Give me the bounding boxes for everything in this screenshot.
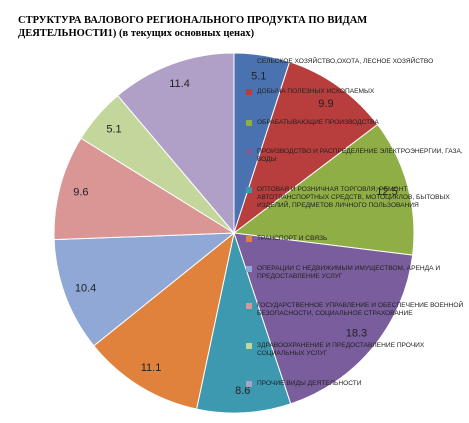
pie-slice xyxy=(195,231,292,414)
legend-swatch xyxy=(246,381,252,387)
legend-swatch xyxy=(246,59,252,65)
legend-label: ГОСУДАРСТВЕННОЕ УПРАВЛЕНИЕ И ОБЕСПЕЧЕНИЕ… xyxy=(257,302,464,317)
data-label: 9.9 xyxy=(318,98,333,110)
legend-label: ОБРАБАТЫВАЮЩИЕ ПРОИЗВОДСТВА xyxy=(257,119,379,126)
legend-swatch xyxy=(246,303,252,309)
legend-swatch xyxy=(246,343,252,349)
legend-label: ОПЕРАЦИИ С НЕДВИЖИМЫМ ИМУЩЕСТВОМ, АРЕНДА… xyxy=(257,265,441,280)
data-label: 10.4 xyxy=(75,282,96,294)
legend-entry: ДОБЫЧА ПОЛЕЗНЫХ ИСКОПАЕМЫХ xyxy=(246,88,467,96)
chart-title: СТРУКТУРА ВАЛОВОГО РЕГИОНАЛЬНОГО ПРОДУКТ… xyxy=(18,15,368,39)
pie-slice xyxy=(93,231,235,410)
legend-entry: ОБРАБАТЫВАЮЩИЕ ПРОИЗВОДСТВА xyxy=(246,119,467,127)
data-label: 9.6 xyxy=(73,186,88,198)
pie-slice xyxy=(53,232,236,347)
legend-swatch xyxy=(246,236,252,242)
legend-swatch xyxy=(246,149,252,155)
legend-entry: ЗДРАВООХРАНЕНИЕ И ПРЕДОСТАВЛЕНИЕ ПРОЧИХ … xyxy=(246,342,467,358)
legend-entry: ПРОИЗВОДСТВО И РАСПРЕДЕЛЕНИЕ ЭЛЕКТРОЭНЕР… xyxy=(246,148,467,164)
legend-label: ТРАНСПОРТ И СВЯЗЬ xyxy=(257,235,328,242)
data-label: 5.1 xyxy=(251,70,266,82)
legend-label: ЗДРАВООХРАНЕНИЕ И ПРЕДОСТАВЛЕНИЕ ПРОЧИХ … xyxy=(257,342,425,357)
legend-swatch xyxy=(246,187,252,193)
pie-slice xyxy=(233,232,414,405)
pie-slice xyxy=(53,137,236,241)
pie-slice xyxy=(117,52,235,235)
data-label: 11.1 xyxy=(141,362,162,374)
legend-swatch xyxy=(246,266,252,272)
legend-swatch xyxy=(246,120,252,126)
legend-label: ПРОИЗВОДСТВО И РАСПРЕДЕЛЕНИЕ ЭЛЕКТРОЭНЕР… xyxy=(257,148,463,163)
data-label: 5.1 xyxy=(106,123,121,135)
legend-label: СЕЛЬСКОЕ ХОЗЯЙСТВО,ОХОТА, ЛЕСНОЕ ХОЗЯЙСТ… xyxy=(257,58,434,65)
pie-slice xyxy=(232,123,415,256)
legend-entry: ПРОЧИЕ ВИДЫ ДЕЯТЕЛЬНОСТИ xyxy=(246,380,467,388)
pie-slice xyxy=(233,61,379,235)
legend-entry: ОПТОВАЯ И РОЗНИЧНАЯ ТОРГОВЛЯ; РЕМОНТ АВТ… xyxy=(246,186,467,210)
data-label: 18.3 xyxy=(346,327,367,339)
legend-label: ОПТОВАЯ И РОЗНИЧНАЯ ТОРГОВЛЯ; РЕМОНТ АВТ… xyxy=(257,186,450,209)
data-label: 12.5 xyxy=(376,186,397,198)
legend-entry: СЕЛЬСКОЕ ХОЗЯЙСТВО,ОХОТА, ЛЕСНОЕ ХОЗЯЙСТ… xyxy=(246,58,467,66)
legend-entry: ОПЕРАЦИИ С НЕДВИЖИМЫМ ИМУЩЕСТВОМ, АРЕНДА… xyxy=(246,265,467,281)
legend-label: ДОБЫЧА ПОЛЕЗНЫХ ИСКОПАЕМЫХ xyxy=(257,88,375,95)
data-label: 11.4 xyxy=(169,78,190,90)
legend-entry: ТРАНСПОРТ И СВЯЗЬ xyxy=(246,235,467,243)
legend-entry: ГОСУДАРСТВЕННОЕ УПРАВЛЕНИЕ И ОБЕСПЕЧЕНИЕ… xyxy=(246,302,467,318)
legend-swatch xyxy=(246,89,252,95)
data-label: 8.6 xyxy=(235,385,250,397)
legend-label: ПРОЧИЕ ВИДЫ ДЕЯТЕЛЬНОСТИ xyxy=(257,380,362,387)
